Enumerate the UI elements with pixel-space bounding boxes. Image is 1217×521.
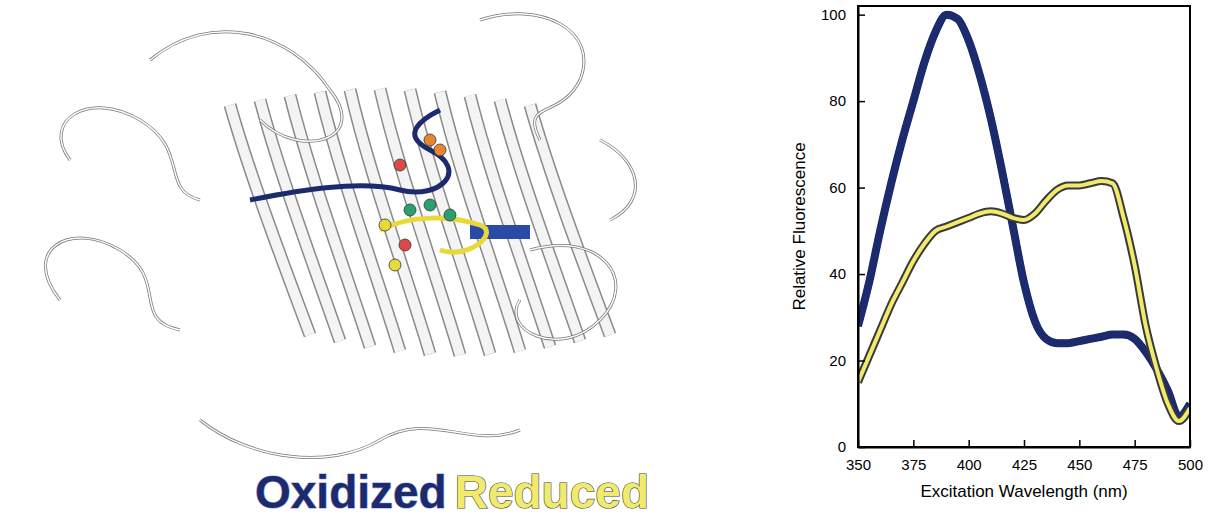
chromophore-atom: [399, 239, 411, 251]
loop-face: [200, 420, 520, 457]
x-tick-label: 500: [1178, 456, 1203, 473]
chromophore-atom: [424, 199, 436, 211]
loop: [600, 140, 635, 220]
chromophore-atom: [444, 209, 456, 221]
chromophore-atom: [389, 259, 401, 271]
reduced-strand: [380, 218, 486, 252]
x-axis-title: Excitation Wavelength (nm): [920, 482, 1127, 501]
legend-entry: Oxidized: [255, 466, 447, 518]
x-tick: 400: [957, 440, 982, 473]
line-outline: [858, 15, 1190, 417]
x-tick-label: 350: [846, 456, 871, 473]
line: [858, 15, 1190, 417]
loop-face: [150, 32, 342, 142]
y-tick-label: 100: [821, 6, 846, 23]
loop: [200, 420, 520, 457]
protein-illustration: [45, 14, 635, 458]
x-tick: 375: [901, 440, 926, 473]
legend-entry: Reduced: [455, 466, 649, 518]
x-tick: 475: [1123, 440, 1148, 473]
loop: [480, 14, 584, 140]
line: [858, 181, 1190, 421]
chromophore-atom: [404, 204, 416, 216]
loop: [45, 238, 180, 330]
loop-face: [600, 140, 635, 220]
y-tick-label: 20: [829, 352, 846, 369]
line-outline: [858, 181, 1190, 421]
oxidized-strand: [250, 110, 449, 200]
y-tick: 80: [829, 92, 865, 109]
loop: [150, 32, 342, 142]
x-tick-label: 475: [1123, 456, 1148, 473]
y-tick: 60: [829, 179, 865, 196]
loop-face: [480, 14, 584, 140]
plot-area: [858, 15, 1190, 421]
strand-face: [530, 105, 610, 335]
y-tick-label: 0: [838, 438, 846, 455]
y-tick-mark: [858, 187, 865, 189]
chromophore-atom: [379, 219, 391, 231]
strand: [530, 105, 610, 335]
x-tick-label: 450: [1067, 456, 1092, 473]
loop: [61, 108, 200, 200]
plot-frame: [858, 6, 1190, 447]
x-tick-label: 425: [1012, 456, 1037, 473]
x-tick-label: 375: [901, 456, 926, 473]
x-tick-mark: [1134, 440, 1136, 447]
y-tick-label: 40: [829, 265, 846, 282]
x-tick-mark: [1024, 440, 1026, 447]
chromophore-atom: [394, 159, 406, 171]
legend: OxidizedReduced: [255, 466, 649, 518]
x-axis: 350 375 400 425 450 475 500: [846, 440, 1203, 473]
y-tick: 40: [829, 265, 865, 282]
x-tick-mark: [1079, 440, 1081, 447]
y-tick-mark: [858, 274, 865, 276]
chromophore-atom: [424, 134, 436, 146]
chromophore-atom: [434, 144, 446, 156]
y-tick-mark: [858, 360, 865, 362]
y-tick-mark: [858, 101, 865, 103]
x-tick: 425: [1012, 440, 1037, 473]
x-tick: 450: [1067, 440, 1092, 473]
loop-face: [61, 108, 200, 200]
x-tick-mark: [968, 440, 970, 447]
loop-face: [45, 238, 180, 330]
y-tick-label: 80: [829, 92, 846, 109]
loop: [516, 245, 616, 339]
x-tick-label: 400: [957, 456, 982, 473]
beta-strands: [230, 89, 610, 355]
y-axis-title: Relative Fluorescence: [790, 142, 809, 310]
x-tick-mark: [913, 440, 915, 447]
y-tick-mark: [858, 14, 865, 16]
y-tick-label: 60: [829, 179, 846, 196]
y-tick: 20: [829, 352, 865, 369]
loop-face: [516, 245, 616, 339]
figure: OxidizedReduced 350 375 400 425 450 475 500 0 20 4…: [0, 0, 1217, 521]
